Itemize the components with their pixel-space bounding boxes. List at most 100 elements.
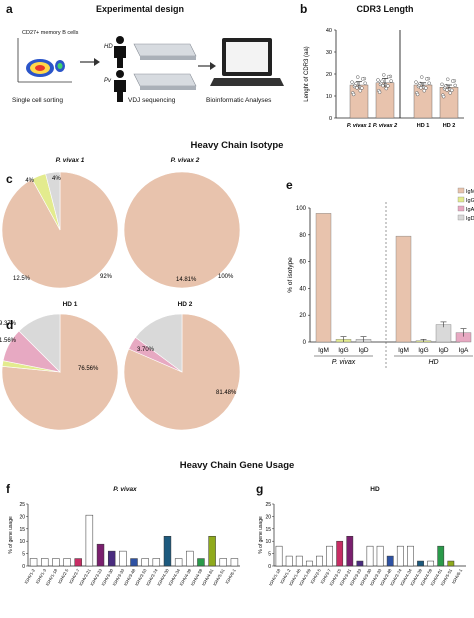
chart-b-point xyxy=(415,92,420,97)
chart-g-bar xyxy=(417,560,424,567)
chart-b-ytick-label: 30 xyxy=(326,50,332,56)
chart-f-bar xyxy=(174,558,183,567)
chart-b-point xyxy=(380,79,384,84)
chart-g-ytick-label: 25 xyxy=(265,502,271,508)
chart-e-ytick-label: 80 xyxy=(299,233,306,239)
panel-a-title: Experimental design xyxy=(95,4,185,14)
chart-f-ytick-label: 10 xyxy=(19,539,25,545)
chart-g-category-label: IGHV1-18 xyxy=(268,567,282,586)
chart-e-category-label: IgM xyxy=(398,347,409,354)
chart-b-ytick-label: 0 xyxy=(329,116,332,122)
chart-e-category-label: IgG xyxy=(338,347,348,354)
chart-f-bar xyxy=(119,550,127,567)
pie-slice-igm xyxy=(123,171,241,289)
chart-e-legend-swatch xyxy=(457,187,465,194)
pie-slice-label: 4% xyxy=(25,178,34,184)
chart-f-category-label: IGHV6-1 xyxy=(224,567,237,584)
chart-e-category-label: IgA xyxy=(459,347,469,354)
chart-g-ytick-label: 0 xyxy=(268,564,271,570)
chart-b-point xyxy=(450,88,454,93)
pie-slice-label: 92% xyxy=(100,274,113,280)
facs-plot xyxy=(17,38,72,83)
chart-f-bar xyxy=(219,558,227,567)
chart-b-point xyxy=(386,84,390,88)
pie-slice-label: 14.81% xyxy=(176,277,197,283)
chart-e-group-label: P. vivax xyxy=(332,359,356,366)
chart-b-point xyxy=(350,80,354,84)
chart-g-bar xyxy=(396,545,404,567)
chart-f-bar xyxy=(197,558,205,567)
chart-g-bar xyxy=(356,560,364,567)
step-analyses: Bioinformatic Analyses xyxy=(206,97,272,104)
chart-e-bar xyxy=(315,213,332,343)
pie-slice-label: 4% xyxy=(52,176,61,182)
chart-b-point xyxy=(377,90,382,95)
chart-b-point xyxy=(354,81,358,86)
chart-e-legend-label: IgA xyxy=(466,207,474,213)
pie-c2-title: P. vivax 2 xyxy=(170,157,200,164)
chart-b-point xyxy=(386,74,391,79)
chart-f-bar xyxy=(52,558,60,567)
chart-f-bar xyxy=(63,558,71,567)
chart-g-ylabel: % of gene usage xyxy=(258,516,264,554)
chart-b-point xyxy=(446,77,450,82)
chart-b-point xyxy=(424,86,428,90)
pie-slice-igd xyxy=(45,171,61,231)
chart-b-point xyxy=(441,94,446,99)
panel-letter-c: c xyxy=(6,172,13,186)
chart-e-category-label: IgD xyxy=(358,347,368,354)
chart-b-category-label: HD 2 xyxy=(443,123,456,129)
pie-slice-label: 76.56% xyxy=(78,366,99,372)
chart-f-bar xyxy=(85,514,94,567)
chart-e-ytick-label: 0 xyxy=(303,340,307,346)
chart-g-ytick-label: 5 xyxy=(268,552,271,558)
chart-e-category-label: IgG xyxy=(418,347,428,354)
pie-c1-title: P. vivax 1 xyxy=(55,157,85,164)
plate-icon-2 xyxy=(133,73,197,90)
chart-g-ytick-label: 10 xyxy=(265,539,271,545)
panel-letter-e: e xyxy=(286,178,293,192)
chart-b: 0 10 20 30 40 Lenght of CDR3 (aa) P. vivax 1 P.… xyxy=(304,28,464,129)
chart-e-legend-label: IgG xyxy=(466,198,474,204)
chart-f-title: P. vivax xyxy=(113,486,137,493)
step-sequencing: VDJ sequencing xyxy=(128,97,176,104)
chart-b-point xyxy=(444,83,448,88)
chart-f-bar xyxy=(163,535,172,567)
chart-f-ytick-label: 20 xyxy=(19,514,25,520)
chart-b-point xyxy=(448,91,452,95)
pie-slice-label: 1.56% xyxy=(0,338,17,344)
laptop-icon xyxy=(210,38,284,86)
chart-b-point xyxy=(420,75,424,79)
panel-letter-g: g xyxy=(256,482,264,496)
pie-slice-label: 12.5% xyxy=(13,276,31,282)
chart-f-ytick-label: 0 xyxy=(22,564,25,570)
chart-f-ytick-label: 5 xyxy=(22,552,25,558)
chart-f-bar xyxy=(186,550,194,567)
chart-e-ytick-label: 100 xyxy=(296,206,307,212)
panel-a-illustration xyxy=(17,36,284,102)
chart-b-point xyxy=(363,81,367,85)
pie-slice-label: 3.70% xyxy=(137,347,155,353)
pie-charts: 92% 4% 4% 100% 76.56% 1.56% 9.37% 12.5% 81.48% 3.… xyxy=(0,171,241,431)
chart-f-bar xyxy=(96,543,105,567)
chart-f-bar xyxy=(130,558,138,567)
chart-g-bar xyxy=(346,535,354,567)
person-icon-hd xyxy=(114,36,126,68)
pie-slice-label: 9.37% xyxy=(0,321,17,327)
chart-b-point xyxy=(450,79,455,83)
chart-g-bar xyxy=(437,545,445,567)
chart-g-bar xyxy=(336,540,344,567)
chart-f-bar xyxy=(230,558,239,567)
chart-b-point xyxy=(424,77,429,81)
donor-pv-label: Pv xyxy=(104,78,112,84)
chart-b-point xyxy=(360,77,365,81)
chart-b-ylabel: Lenght of CDR3 (aa) xyxy=(304,46,310,101)
person-icon-pv xyxy=(114,70,126,102)
chart-b-point xyxy=(358,89,362,93)
pie-slice-igd xyxy=(135,313,183,373)
chart-f-ytick-label: 15 xyxy=(19,527,25,533)
chart-e-legend-swatch xyxy=(457,214,465,221)
